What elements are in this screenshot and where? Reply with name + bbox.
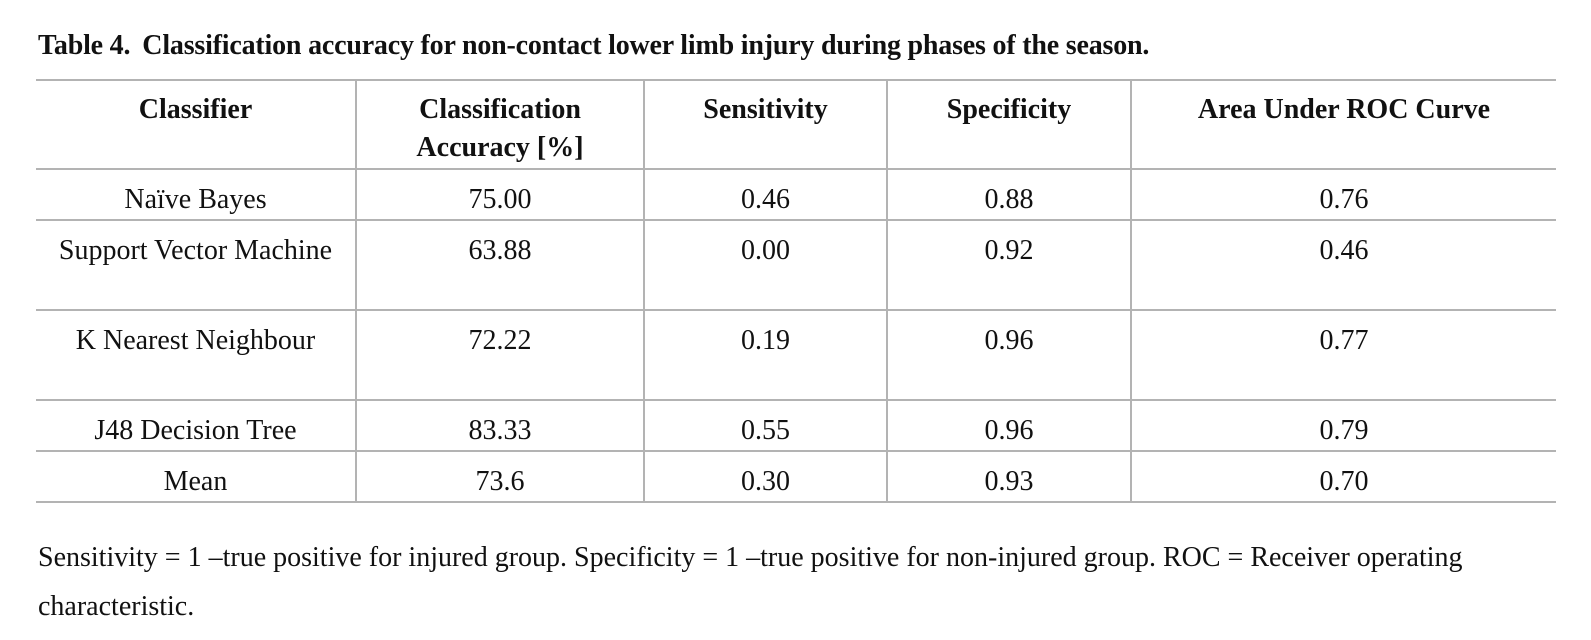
cell-specificity: 0.92 xyxy=(886,219,1132,311)
cell-specificity: 0.96 xyxy=(886,399,1132,452)
cell-accuracy: 73.6 xyxy=(355,450,645,503)
table-row-mean: Mean 73.6 0.30 0.93 0.70 xyxy=(36,450,1556,503)
table-row: Support Vector Machine 63.88 0.00 0.92 0… xyxy=(36,219,1556,311)
table-title: Classification accuracy for non-contact … xyxy=(142,30,1150,61)
table-row: J48 Decision Tree 83.33 0.55 0.96 0.79 xyxy=(36,399,1556,452)
cell-accuracy: 63.88 xyxy=(355,219,645,311)
cell-sensitivity: 0.30 xyxy=(643,450,888,503)
cell-auc: 0.76 xyxy=(1130,168,1556,221)
header-classifier: Classifier xyxy=(36,79,357,170)
cell-auc: 0.46 xyxy=(1130,219,1556,311)
header-sensitivity: Sensitivity xyxy=(643,79,888,170)
cell-sensitivity: 0.55 xyxy=(643,399,888,452)
cell-specificity: 0.93 xyxy=(886,450,1132,503)
cell-sensitivity: 0.46 xyxy=(643,168,888,221)
table-footnote: Sensitivity = 1 –true positive for injur… xyxy=(38,542,1463,622)
classification-table: Classifier Classification Accuracy [%] S… xyxy=(36,79,1556,503)
table-row: Naïve Bayes 75.00 0.46 0.88 0.76 xyxy=(36,168,1556,221)
cell-classifier: Naïve Bayes xyxy=(36,168,357,221)
cell-classifier: Mean xyxy=(36,450,357,503)
cell-auc: 0.79 xyxy=(1130,399,1556,452)
table-caption: Table 4. Classification accuracy for non-… xyxy=(38,30,1149,62)
cell-classifier: K Nearest Neighbour xyxy=(36,309,357,401)
header-classification-accuracy: Classification Accuracy [%] xyxy=(355,79,645,170)
table-row: K Nearest Neighbour 72.22 0.19 0.96 0.77 xyxy=(36,309,1556,401)
cell-specificity: 0.96 xyxy=(886,309,1132,401)
cell-accuracy: 75.00 xyxy=(355,168,645,221)
cell-classifier: J48 Decision Tree xyxy=(36,399,357,452)
cell-sensitivity: 0.19 xyxy=(643,309,888,401)
header-area-under-roc: Area Under ROC Curve xyxy=(1130,79,1556,170)
cell-auc: 0.70 xyxy=(1130,450,1556,503)
cell-specificity: 0.88 xyxy=(886,168,1132,221)
cell-classifier: Support Vector Machine xyxy=(36,219,357,311)
table-header-row: Classifier Classification Accuracy [%] S… xyxy=(36,79,1556,170)
table-label: Table 4. xyxy=(38,30,131,61)
cell-accuracy: 72.22 xyxy=(355,309,645,401)
header-specificity: Specificity xyxy=(886,79,1132,170)
cell-sensitivity: 0.00 xyxy=(643,219,888,311)
cell-accuracy: 83.33 xyxy=(355,399,645,452)
cell-auc: 0.77 xyxy=(1130,309,1556,401)
